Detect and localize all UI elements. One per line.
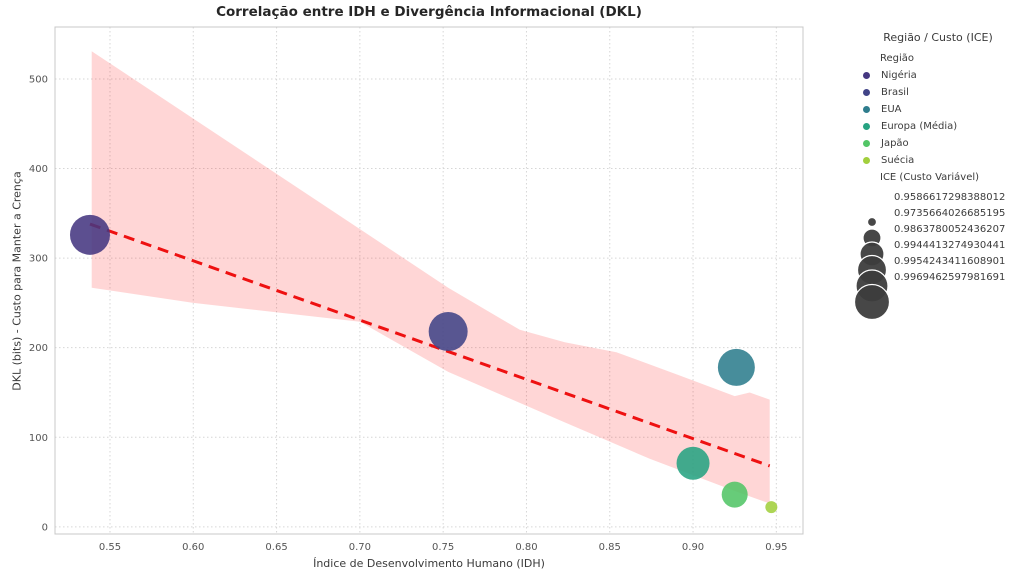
legend-title: Região / Custo (ICE) — [883, 31, 993, 44]
ice-value-label: 0.9954243411608901 — [894, 256, 1006, 267]
legend-item-japao: Japão — [853, 135, 1023, 152]
x-tick-label: 0.90 — [682, 542, 704, 553]
y-tick-label: 200 — [29, 343, 48, 354]
x-tick-label: 0.75 — [432, 542, 454, 553]
y-tick-label: 100 — [29, 433, 48, 444]
legend-item-label: Brasil — [881, 87, 909, 98]
legend-item-label: Japão — [881, 138, 909, 149]
region-color-dot — [863, 157, 870, 164]
x-tick-label: 0.70 — [349, 542, 371, 553]
region-color-dot — [863, 106, 870, 113]
x-tick-label: 0.60 — [182, 542, 204, 553]
chart-title: Correlação entre IDH e Divergência Infor… — [216, 4, 642, 20]
region-color-dot — [863, 72, 870, 79]
legend-item-label: EUA — [881, 104, 902, 115]
region-color-dot — [863, 140, 870, 147]
legend-item-suecia: Suécia — [853, 152, 1023, 169]
data-point-nig-ria — [69, 214, 110, 255]
data-point-europa-m-dia- — [676, 446, 710, 480]
legend-size-items: 0.9586617298388012 0.9735664026685195 0.… — [853, 190, 1023, 286]
region-color-dot — [863, 123, 870, 130]
ice-value-label: 0.9944413274930441 — [894, 240, 1006, 251]
x-tick-label: 0.95 — [765, 542, 787, 553]
confidence-band — [91, 51, 770, 504]
trend-line — [89, 222, 771, 468]
legend-region-header: Região — [880, 53, 915, 64]
x-tick-label: 0.85 — [599, 542, 621, 553]
ice-value-label: 0.9586617298388012 — [894, 192, 1006, 203]
x-tick-label: 0.55 — [99, 542, 121, 553]
data-point-su-cia — [765, 501, 778, 514]
data-point-jap-o — [721, 481, 748, 508]
ice-value-label: 0.9735664026685195 — [894, 208, 1006, 219]
y-axis-label: DKL (bits) - Custo para Manter a Crença — [10, 171, 24, 391]
y-tick-label: 300 — [29, 254, 48, 265]
data-point-brasil — [428, 312, 468, 352]
ice-value-label: 0.9863780052436207 — [894, 224, 1006, 235]
plot-border — [54, 26, 804, 535]
legend-item-eua: EUA — [853, 101, 1023, 118]
y-tick-label: 400 — [29, 164, 48, 175]
data-point-eua — [717, 348, 755, 386]
legend-size-header: ICE (Custo Variável) — [880, 172, 980, 183]
x-tick-label: 0.65 — [265, 542, 287, 553]
y-tick-label: 500 — [29, 74, 48, 85]
legend-item-brasil: Brasil — [853, 84, 1023, 101]
y-tick-label: 0 — [42, 522, 48, 533]
ice-value-label: 0.9969462597981691 — [894, 272, 1006, 283]
plot-background — [55, 27, 803, 534]
legend-item-label: Suécia — [881, 155, 915, 166]
legend-item-europa: Europa (Média) — [853, 118, 1023, 135]
region-color-dot — [863, 89, 870, 96]
x-axis-label: Índice de Desenvolvimento Humano (IDH) — [313, 557, 545, 570]
x-tick-label: 0.80 — [515, 542, 537, 553]
legend-item-label: Nigéria — [881, 70, 917, 81]
legend-item-label: Europa (Média) — [881, 121, 958, 132]
legend-item-nigeria: Nigéria — [853, 67, 1023, 84]
legend: Região / Custo (ICE) Região Nigéria Bras… — [853, 28, 1023, 321]
